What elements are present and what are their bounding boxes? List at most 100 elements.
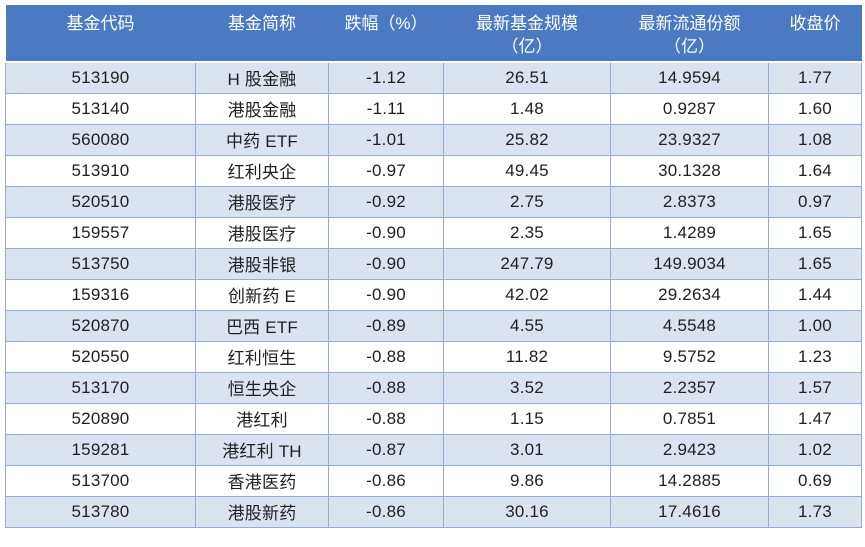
cell-circulating-shares: 30.1328 bbox=[610, 154, 769, 187]
cell-decline-pct: -1.12 bbox=[328, 61, 444, 94]
header-label: 收盘价 bbox=[789, 14, 841, 33]
cell-fund-scale: 4.55 bbox=[443, 309, 611, 342]
cell-circulating-shares: 1.4289 bbox=[610, 216, 769, 249]
header-fund-code: 基金代码 bbox=[5, 5, 196, 63]
fund-table-body: 513190 H 股金融 -1.12 26.51 14.9594 1.77 51… bbox=[5, 61, 862, 528]
cell-fund-name: 港股非银 bbox=[195, 247, 329, 280]
cell-circulating-shares: 23.9327 bbox=[610, 123, 769, 156]
cell-fund-scale: 3.01 bbox=[443, 433, 611, 466]
cell-circulating-shares: 17.4616 bbox=[610, 495, 769, 528]
cell-circulating-shares: 14.2885 bbox=[610, 464, 769, 497]
table-row: 159557 港股医疗 -0.90 2.35 1.4289 1.65 bbox=[5, 216, 862, 249]
header-circulating-shares: 最新流通份额 （亿） bbox=[610, 5, 769, 63]
table-row: 520890 港红利 -0.88 1.15 0.7851 1.47 bbox=[5, 402, 862, 435]
cell-fund-code: 513910 bbox=[5, 154, 196, 187]
cell-circulating-shares: 2.2357 bbox=[610, 371, 769, 404]
cell-circulating-shares: 2.9423 bbox=[610, 433, 769, 466]
cell-close-price: 1.57 bbox=[768, 371, 862, 404]
cell-close-price: 1.44 bbox=[768, 278, 862, 311]
cell-decline-pct: -0.92 bbox=[328, 185, 444, 218]
cell-decline-pct: -1.11 bbox=[328, 92, 444, 125]
cell-circulating-shares: 2.8373 bbox=[610, 185, 769, 218]
cell-close-price: 1.47 bbox=[768, 402, 862, 435]
table-row: 513140 港股金融 -1.11 1.48 0.9287 1.60 bbox=[5, 92, 862, 125]
cell-fund-name: 港股新药 bbox=[195, 495, 329, 528]
cell-decline-pct: -0.86 bbox=[328, 464, 444, 497]
cell-decline-pct: -0.90 bbox=[328, 216, 444, 249]
cell-fund-scale: 247.79 bbox=[443, 247, 611, 280]
cell-fund-scale: 30.16 bbox=[443, 495, 611, 528]
cell-fund-name: 港股医疗 bbox=[195, 216, 329, 249]
cell-fund-scale: 25.82 bbox=[443, 123, 611, 156]
cell-fund-scale: 49.45 bbox=[443, 154, 611, 187]
table-row: 159316 创新药 E -0.90 42.02 29.2634 1.44 bbox=[5, 278, 862, 311]
table-row: 520550 红利恒生 -0.88 11.82 9.5752 1.23 bbox=[5, 340, 862, 373]
cell-close-price: 1.64 bbox=[768, 154, 862, 187]
cell-decline-pct: -0.88 bbox=[328, 340, 444, 373]
header-label-line2: （亿） bbox=[664, 37, 715, 56]
cell-fund-scale: 2.75 bbox=[443, 185, 611, 218]
table-row: 513910 红利央企 -0.97 49.45 30.1328 1.64 bbox=[5, 154, 862, 187]
header-label: 基金代码 bbox=[66, 14, 135, 33]
cell-fund-name: 红利恒生 bbox=[195, 340, 329, 373]
fund-table-header: 基金代码 基金简称 跌幅（%） 最新基金规模 （亿） 最新流通份额 （ bbox=[5, 5, 862, 63]
cell-circulating-shares: 29.2634 bbox=[610, 278, 769, 311]
cell-fund-code: 513700 bbox=[5, 464, 196, 497]
header-close-price: 收盘价 bbox=[768, 5, 862, 63]
cell-fund-scale: 42.02 bbox=[443, 278, 611, 311]
cell-circulating-shares: 14.9594 bbox=[610, 61, 769, 94]
table-row: 513190 H 股金融 -1.12 26.51 14.9594 1.77 bbox=[5, 61, 862, 94]
cell-fund-scale: 3.52 bbox=[443, 371, 611, 404]
cell-fund-name: 港红利 bbox=[195, 402, 329, 435]
cell-fund-name: 港红利 TH bbox=[195, 433, 329, 466]
cell-fund-name: 港股金融 bbox=[195, 92, 329, 125]
header-label-line2: （亿） bbox=[501, 37, 553, 56]
cell-decline-pct: -0.89 bbox=[328, 309, 444, 342]
cell-fund-code: 560080 bbox=[5, 123, 196, 156]
cell-circulating-shares: 0.7851 bbox=[610, 402, 769, 435]
header-label: 基金简称 bbox=[228, 14, 296, 33]
cell-circulating-shares: 9.5752 bbox=[610, 340, 769, 373]
cell-close-price: 1.65 bbox=[768, 216, 862, 249]
cell-fund-code: 513140 bbox=[5, 92, 196, 125]
cell-close-price: 0.69 bbox=[768, 464, 862, 497]
cell-fund-name: 创新药 E bbox=[195, 278, 329, 311]
cell-fund-name: 港股医疗 bbox=[195, 185, 329, 218]
fund-table: 基金代码 基金简称 跌幅（%） 最新基金规模 （亿） 最新流通份额 （ bbox=[5, 5, 862, 528]
cell-close-price: 1.65 bbox=[768, 247, 862, 280]
cell-close-price: 1.08 bbox=[768, 123, 862, 156]
table-row: 513750 港股非银 -0.90 247.79 149.9034 1.65 bbox=[5, 247, 862, 280]
cell-circulating-shares: 149.9034 bbox=[610, 247, 769, 280]
table-row: 520510 港股医疗 -0.92 2.75 2.8373 0.97 bbox=[5, 185, 862, 218]
header-decline-pct: 跌幅（%） bbox=[328, 5, 444, 63]
header-row: 基金代码 基金简称 跌幅（%） 最新基金规模 （亿） 最新流通份额 （ bbox=[5, 5, 862, 63]
cell-fund-name: 香港医药 bbox=[195, 464, 329, 497]
cell-close-price: 1.60 bbox=[768, 92, 862, 125]
cell-decline-pct: -0.90 bbox=[328, 247, 444, 280]
cell-decline-pct: -0.88 bbox=[328, 402, 444, 435]
cell-close-price: 1.02 bbox=[768, 433, 862, 466]
table-row: 520870 巴西 ETF -0.89 4.55 4.5548 1.00 bbox=[5, 309, 862, 342]
header-label: 最新流通份额 bbox=[638, 14, 741, 33]
cell-close-price: 1.23 bbox=[768, 340, 862, 373]
cell-fund-code: 520870 bbox=[5, 309, 196, 342]
cell-fund-scale: 11.82 bbox=[443, 340, 611, 373]
cell-fund-code: 159281 bbox=[5, 433, 196, 466]
cell-fund-code: 520550 bbox=[5, 340, 196, 373]
cell-fund-name: 巴西 ETF bbox=[195, 309, 329, 342]
cell-close-price: 1.73 bbox=[768, 495, 862, 528]
cell-fund-code: 513170 bbox=[5, 371, 196, 404]
table-row: 513780 港股新药 -0.86 30.16 17.4616 1.73 bbox=[5, 495, 862, 528]
cell-decline-pct: -1.01 bbox=[328, 123, 444, 156]
cell-fund-code: 159316 bbox=[5, 278, 196, 311]
cell-fund-code: 513750 bbox=[5, 247, 196, 280]
table-row: 513700 香港医药 -0.86 9.86 14.2885 0.69 bbox=[5, 464, 862, 497]
cell-fund-name: 恒生央企 bbox=[195, 371, 329, 404]
cell-fund-name: 中药 ETF bbox=[195, 123, 329, 156]
cell-decline-pct: -0.86 bbox=[328, 495, 444, 528]
cell-decline-pct: -0.97 bbox=[328, 154, 444, 187]
cell-close-price: 1.77 bbox=[768, 61, 862, 94]
cell-decline-pct: -0.87 bbox=[328, 433, 444, 466]
cell-fund-name: 红利央企 bbox=[195, 154, 329, 187]
